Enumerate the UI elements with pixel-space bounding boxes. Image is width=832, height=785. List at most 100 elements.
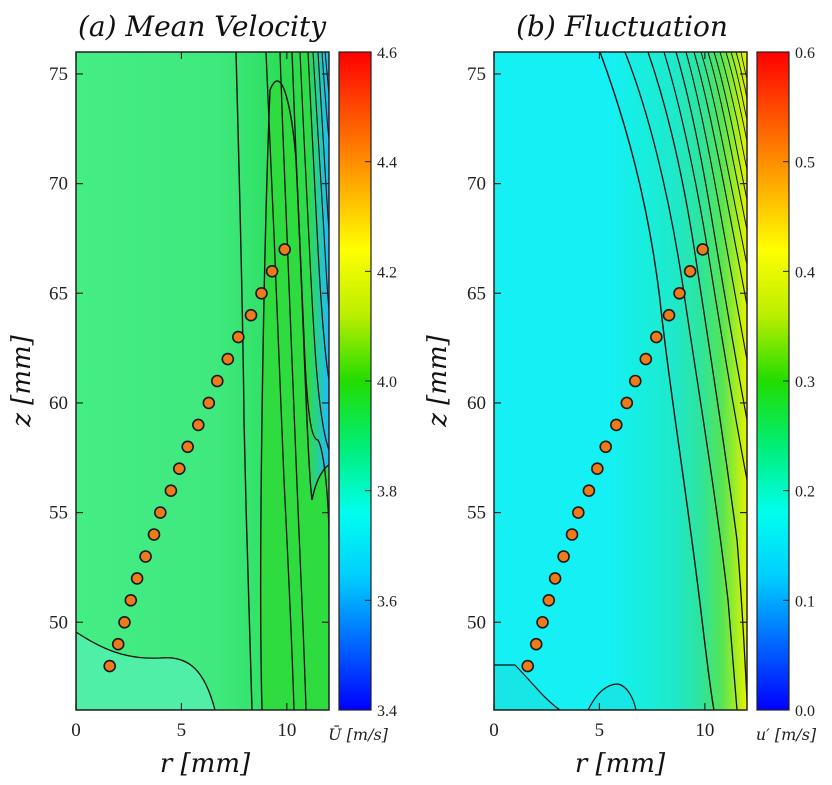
panel-a-colorbar-label: Ū [m/s] — [328, 724, 389, 744]
panel-b-contour — [719, 52, 747, 171]
panel-a-marker — [278, 243, 292, 256]
panel-b-marker — [683, 264, 697, 278]
panel-a-markers — [103, 243, 292, 673]
panel-b-contour — [675, 52, 747, 421]
panel-a-xlabel: r [mm] — [160, 749, 251, 779]
panel-b-ylabel: z [mm] — [423, 334, 453, 427]
panel-b-contour — [663, 52, 747, 481]
panel-a-ylabel: z [mm] — [7, 334, 37, 427]
panel-a-marker — [118, 615, 131, 629]
panel-b-cbtick-label: 0.1 — [795, 593, 815, 610]
panel-a-contour — [265, 52, 295, 710]
panel-a-contour — [321, 52, 329, 141]
panel-b-contour — [647, 52, 747, 701]
panel-a-marker — [130, 572, 144, 585]
panel-a-ytick-label: 75 — [49, 64, 68, 85]
panel-b-ytick-label: 70 — [467, 174, 486, 195]
panel-b-marker — [609, 418, 623, 432]
panel-b-ytick-label: 50 — [467, 612, 486, 633]
panel-a-marker — [265, 264, 279, 278]
panel-b-ytick-label: 65 — [467, 283, 486, 304]
panel-a-marker — [124, 593, 138, 607]
panel-a: (a) Mean Velocity 50 55 60 65 70 75 0 5 10 r [m… — [7, 10, 397, 779]
panel-b-contour — [685, 52, 747, 361]
panel-a-marker — [154, 506, 167, 519]
panel-b-frame — [493, 51, 748, 711]
panel-a-cbtick-label: 4.4 — [377, 155, 397, 172]
panel-b-x-ticks: 0 5 10 — [489, 52, 714, 741]
panel-b-marker — [565, 528, 579, 541]
panel-a-x-ticks: 0 5 10 — [71, 52, 296, 741]
panel-a-colorbar-ticks: 3.4 3.6 3.8 4.0 4.2 4.4 4.6 — [365, 45, 397, 720]
panel-b-marker — [673, 286, 686, 300]
panel-b-marker — [582, 484, 596, 498]
panel-b-marker — [599, 440, 613, 454]
panel-a-ytick-label: 55 — [49, 503, 68, 524]
panel-b-contour — [599, 52, 715, 710]
panel-a-low-region — [76, 631, 216, 710]
panel-b-ytick-label: 60 — [467, 393, 486, 414]
panel-b-xlabel: r [mm] — [575, 749, 666, 779]
panel-a-title: (a) Mean Velocity — [78, 10, 327, 43]
panel-b-cbtick-label: 0.6 — [795, 45, 815, 62]
panel-a-cbtick-label: 4.2 — [377, 264, 397, 281]
panel-b-marker — [590, 462, 604, 476]
panel-a-ytick-label: 50 — [49, 612, 68, 633]
panel-b-marker — [536, 615, 549, 629]
panel-b-contour — [730, 52, 747, 121]
panel-b-marker — [557, 550, 570, 563]
panel-b-xtick-label: 0 — [489, 720, 499, 741]
panel-b-marker — [649, 330, 663, 344]
panel-b-cbtick-label: 0.5 — [795, 155, 815, 172]
panel-b-marker — [542, 593, 556, 607]
panel-b-ytick-label: 55 — [467, 503, 486, 524]
panel-a-marker — [147, 528, 161, 541]
panel-b-y-ticks: 50 55 60 65 70 75 — [467, 64, 747, 633]
panel-b-marker — [529, 637, 543, 651]
panel-a-marker — [103, 659, 116, 673]
panel-a-contour — [307, 52, 329, 381]
panel-a-marker — [173, 462, 186, 476]
panel-a-cbtick-label: 4.6 — [377, 45, 397, 62]
panel-a-cbtick-label: 4.0 — [377, 374, 397, 391]
panel-a-marker — [221, 352, 235, 366]
panel-a-contour — [235, 52, 253, 710]
panel-a-marker — [111, 637, 125, 651]
panel-b-marker — [548, 572, 562, 585]
panel-a-ytick-label: 70 — [49, 174, 68, 195]
panel-b-cbtick-label: 0.0 — [795, 703, 815, 720]
panel-a-frame — [75, 51, 330, 711]
panel-b-cbtick-label: 0.4 — [795, 264, 815, 281]
panel-a-inner-region — [260, 80, 329, 710]
panel-a-marker — [202, 396, 216, 410]
panel-b-contour — [624, 52, 738, 710]
panel-a-xtick-label: 10 — [277, 720, 296, 741]
panel-a-cbtick-label: 3.8 — [377, 484, 397, 501]
panel-b-colorbar-label: u′ [m/s] — [756, 725, 817, 744]
panel-b-xtick-label: 10 — [695, 720, 714, 741]
panel-b-marker — [521, 659, 535, 673]
panel-a-marker — [211, 374, 224, 388]
panel-a-marker — [244, 308, 258, 322]
panel-a-marker — [181, 440, 194, 454]
panel-b-contour — [707, 52, 747, 231]
panel-b-title: (b) Fluctuation — [516, 10, 728, 43]
panel-a-plot-area — [76, 52, 329, 710]
panel-a-contour — [312, 52, 329, 311]
panel-a-xtick-label: 0 — [71, 720, 81, 741]
panel-b-ytick-label: 75 — [467, 64, 486, 85]
panel-a-marker — [232, 330, 245, 344]
panel-b-marker — [639, 352, 653, 366]
panel-b-marker — [696, 243, 710, 256]
panel-a-marker — [192, 418, 205, 432]
panel-a-contour — [291, 52, 329, 541]
panel-a-marker — [164, 484, 178, 498]
panel-b-cbtick-label: 0.2 — [795, 484, 815, 501]
panel-b-field — [494, 52, 747, 710]
panel-a-contour — [299, 52, 329, 451]
panel-b-marker — [628, 374, 642, 388]
panel-b-xtick-label: 5 — [595, 720, 605, 741]
panel-b-contour — [725, 52, 747, 143]
panel-a-ytick-label: 65 — [49, 283, 68, 304]
